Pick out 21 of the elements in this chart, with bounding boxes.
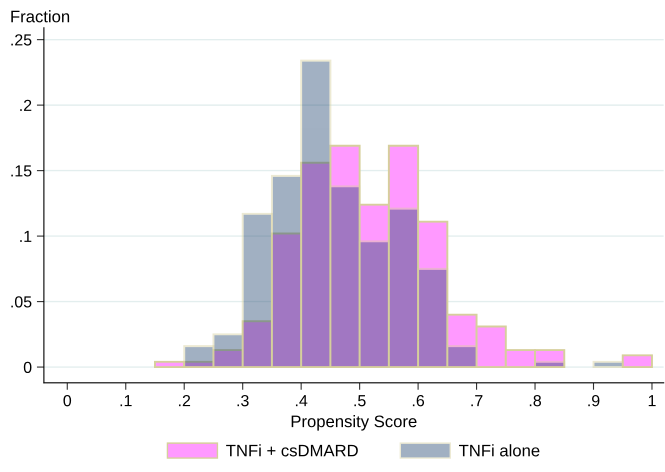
x-tick-label: .4 — [296, 395, 308, 406]
x-tick-label: .9 — [588, 395, 600, 406]
y-tick-label: .15 — [11, 165, 32, 177]
x-tick-label: .3 — [237, 395, 249, 406]
x-tick-label: 1 — [648, 395, 656, 406]
y-tick-label: .25 — [11, 34, 32, 46]
x-tick-label: .7 — [471, 395, 482, 406]
y-tick-label: .1 — [20, 230, 32, 242]
x-tick-label: .1 — [120, 395, 132, 406]
x-tick-label: .6 — [412, 395, 424, 406]
y-tick-label: .2 — [20, 100, 32, 111]
x-tick-label: .8 — [530, 395, 542, 406]
x-tick-label: .2 — [179, 395, 190, 406]
legend-label: TNFi + csDMARD — [226, 444, 358, 456]
y-axis-title: Fraction — [11, 10, 70, 22]
legend-label: TNFi alone — [459, 444, 540, 456]
y-tick-label: .05 — [11, 296, 32, 308]
x-tick-label: 0 — [63, 395, 72, 406]
x-axis-title: Propensity Score — [292, 415, 416, 431]
x-tick-label: .5 — [354, 395, 366, 406]
y-tick-label: 0 — [24, 362, 32, 374]
